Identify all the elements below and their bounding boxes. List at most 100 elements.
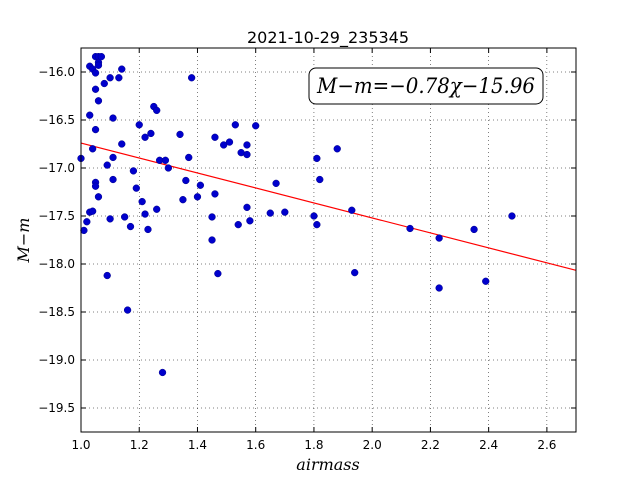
y-tick-label: −18.0 [38, 257, 75, 271]
fit-line [80, 142, 577, 271]
data-point [272, 179, 280, 188]
fit-equation-frame [308, 67, 544, 105]
x-tick-label: 2.0 [363, 438, 382, 452]
data-point [115, 74, 123, 82]
data-point [211, 190, 219, 198]
data-point [179, 196, 187, 204]
data-point [435, 234, 443, 242]
data-point [153, 205, 161, 213]
data-point [118, 65, 126, 73]
data-point [103, 271, 111, 280]
y-tick-label: −18.5 [38, 305, 75, 319]
x-tick-label: 1.0 [71, 438, 90, 452]
data-point [182, 176, 190, 185]
grid-lines [80, 48, 576, 432]
data-point [243, 150, 251, 159]
data-point [243, 203, 251, 212]
x-tick-label: 1.2 [130, 438, 149, 452]
data-point [164, 164, 173, 172]
data-point [470, 225, 478, 234]
plot-area [81, 48, 576, 432]
data-point [225, 138, 234, 146]
x-tick-label: 2.6 [537, 438, 556, 452]
fit-line-group [80, 142, 577, 271]
data-point [313, 154, 321, 163]
x-tick-label: 2.4 [479, 438, 498, 452]
data-point [310, 212, 318, 220]
data-point [88, 145, 97, 153]
data-point [185, 153, 193, 162]
data-point [147, 129, 155, 138]
data-point [153, 106, 161, 115]
data-point [109, 153, 117, 162]
data-point [196, 181, 205, 189]
axis-ticks [80, 48, 576, 432]
data-point [83, 218, 91, 226]
data-point [231, 121, 239, 129]
y-tick-labels: −16.0 −16.5 −17.0 −17.5 −18.0 −18.5 −19.0 −19.5 [38, 65, 75, 415]
data-point [141, 133, 149, 141]
data-point [88, 207, 97, 215]
y-axis-label: M−m [14, 218, 33, 264]
data-point [214, 269, 222, 278]
data-point [94, 193, 103, 201]
data-point [91, 69, 100, 77]
data-point [103, 161, 111, 169]
data-point [123, 306, 132, 314]
y-tick-label: −16.5 [38, 113, 75, 127]
data-point [86, 111, 94, 119]
data-point [281, 208, 289, 216]
chart-title: 2021-10-29_235345 [247, 28, 409, 48]
data-point [121, 213, 129, 221]
data-point [246, 217, 254, 225]
data-point [138, 197, 146, 206]
fit-equation-box: M−m=−0.78χ−15.96 [308, 67, 544, 105]
data-point [132, 184, 140, 192]
data-point [208, 236, 216, 244]
data-point [144, 225, 152, 234]
data-point [220, 141, 228, 149]
data-point [141, 210, 149, 218]
data-point [211, 133, 219, 141]
data-point [158, 368, 167, 377]
data-point [106, 74, 114, 82]
data-point [234, 220, 242, 229]
data-point [508, 212, 516, 220]
data-point [106, 215, 114, 223]
data-point [100, 79, 108, 88]
data-point [351, 268, 359, 277]
data-point [91, 85, 100, 93]
data-point [176, 130, 184, 139]
x-tick-label: 1.4 [188, 438, 207, 452]
data-point [135, 121, 143, 129]
y-tick-label: −17.5 [38, 209, 75, 223]
y-tick-label: −16.0 [38, 65, 75, 79]
x-axis-label: airmass [296, 455, 359, 474]
data-point [161, 156, 170, 164]
data-point [94, 61, 103, 69]
data-points [77, 52, 516, 377]
data-point [193, 193, 202, 201]
data-point [348, 206, 356, 214]
data-point [435, 284, 443, 292]
data-point [316, 175, 324, 184]
data-point [252, 122, 260, 130]
data-point [126, 222, 135, 231]
data-point [109, 175, 117, 184]
y-tick-label: −17.0 [38, 161, 75, 175]
x-tick-labels: 1.0 1.2 1.4 1.6 1.8 2.0 2.2 2.4 2.6 [71, 438, 556, 452]
plot-frame [80, 47, 577, 433]
data-point [266, 209, 274, 217]
data-point [109, 114, 117, 122]
y-tick-label: −19.5 [38, 401, 75, 415]
data-point [406, 224, 414, 233]
data-point [91, 182, 100, 190]
data-point [129, 167, 138, 175]
data-point [97, 52, 106, 61]
x-tick-label: 1.8 [304, 438, 323, 452]
data-point [80, 226, 88, 235]
x-tick-label: 2.2 [421, 438, 440, 452]
y-tick-label: −19.0 [38, 353, 75, 367]
fit-equation: M−m=−0.78χ−15.96 [316, 74, 535, 98]
